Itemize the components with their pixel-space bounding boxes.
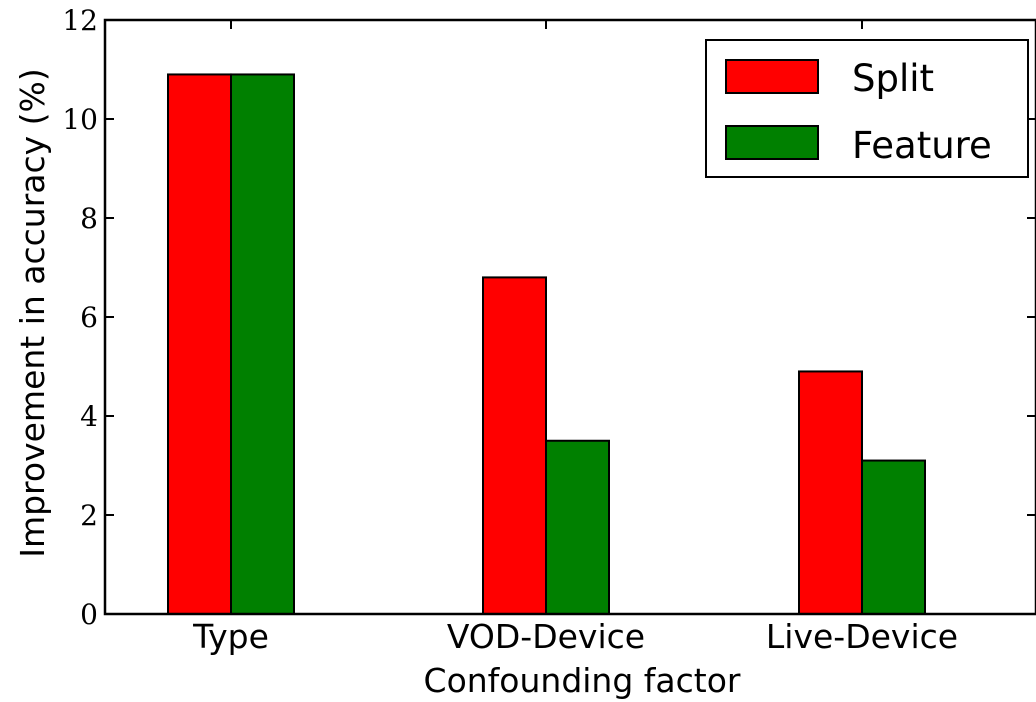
axes-layer: Type VOD-Device Live-Device 0 2 4 6 8 10 12 — [62, 4, 1036, 656]
x-tick-label-vod-device: VOD-Device — [447, 617, 645, 656]
bar-split-type — [167, 73, 232, 615]
legend: Split Feature — [705, 39, 1029, 178]
y-axis-label: Improvement in accuracy (%) — [13, 68, 52, 558]
legend-label-feature: Feature — [852, 124, 992, 167]
bars-layer — [167, 73, 926, 616]
bar-feature-live-device — [861, 459, 926, 615]
legend-swatch-feature — [725, 125, 819, 160]
y-tick-label-4: 4 — [80, 400, 98, 433]
y-tick-label-0: 0 — [80, 598, 98, 631]
legend-swatch-split — [725, 59, 819, 94]
bar-feature-vod-device — [545, 439, 610, 615]
bar-split-vod-device — [482, 276, 547, 615]
x-axis-label: Confounding factor — [424, 661, 741, 700]
y-tick-label-8: 8 — [80, 202, 98, 235]
legend-label-split: Split — [852, 57, 934, 100]
x-tick-label-type: Type — [192, 617, 269, 656]
y-tick-label-12: 12 — [62, 4, 98, 37]
x-tick-label-live-device: Live-Device — [766, 617, 958, 656]
plot-frame — [103, 18, 1036, 616]
bar-feature-type — [230, 73, 295, 615]
y-tick-label-2: 2 — [80, 499, 98, 532]
bar-split-live-device — [798, 370, 863, 616]
y-tick-label-6: 6 — [80, 301, 98, 334]
y-tick-label-10: 10 — [62, 103, 98, 136]
